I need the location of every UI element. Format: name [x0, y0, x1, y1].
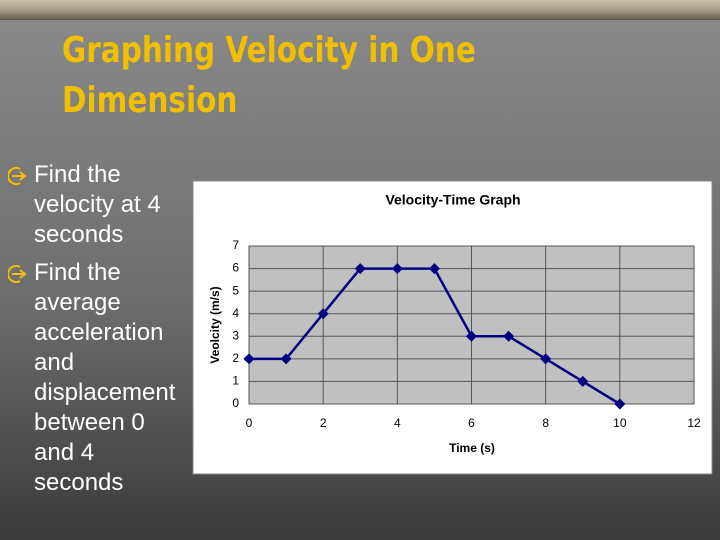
- y-tick-label: 4: [232, 306, 239, 320]
- y-axis-label: Veolcity (m/s): [208, 286, 222, 363]
- y-tick-label: 1: [232, 374, 239, 388]
- x-tick-label: 12: [687, 416, 701, 430]
- data-point: [466, 330, 477, 342]
- data-point: [428, 263, 440, 275]
- decor-strip: [0, 0, 720, 20]
- plot-border: [248, 245, 695, 405]
- data-point: [503, 330, 515, 342]
- bullet-list: Find the velocity at 4 seconds Find the …: [0, 160, 188, 498]
- data-point: [243, 353, 255, 365]
- y-tick-label: 0: [232, 396, 239, 410]
- data-point: [280, 353, 292, 365]
- data-point: [577, 375, 589, 387]
- slide-title: Graphing Velocity in One Dimension: [62, 30, 476, 121]
- x-tick-label: 6: [468, 416, 475, 430]
- x-axis-label: Time (s): [449, 441, 495, 455]
- x-tick-label: 4: [394, 416, 401, 430]
- x-tick-label: 0: [246, 416, 253, 430]
- y-tick-label: 5: [232, 283, 239, 297]
- bullet-icon: [8, 167, 27, 185]
- chart-title: Velocity-Time Graph: [385, 192, 520, 208]
- bullet: Find the velocity at 4 seconds: [0, 160, 188, 250]
- y-tick-label: 7: [232, 238, 239, 252]
- bullet-text: Find the average acceleration and displa…: [34, 259, 176, 496]
- data-point: [317, 308, 329, 320]
- x-tick-label: 10: [613, 416, 627, 430]
- x-tick-label: 8: [542, 416, 549, 430]
- bullet: Find the average acceleration and displa…: [0, 258, 188, 498]
- data-point: [354, 263, 366, 275]
- data-point: [540, 353, 552, 365]
- bullet-icon: [8, 265, 27, 283]
- y-tick-label: 2: [232, 351, 239, 365]
- y-tick-label: 6: [232, 261, 239, 275]
- x-tick-label: 2: [320, 416, 327, 430]
- bullet-text: Find the velocity at 4 seconds: [34, 161, 161, 248]
- y-tick-label: 3: [232, 328, 239, 342]
- data-point: [614, 398, 626, 410]
- data-point: [391, 263, 403, 275]
